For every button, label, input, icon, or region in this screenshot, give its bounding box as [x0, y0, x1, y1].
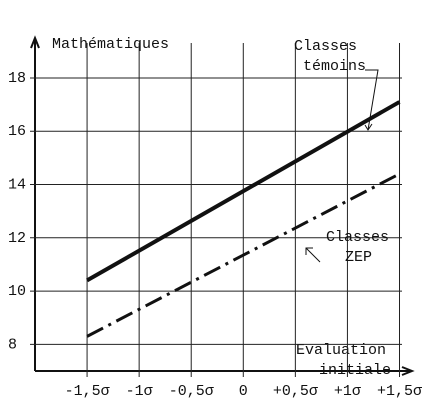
legend-label: Classes témoins [294, 38, 366, 75]
callout [305, 247, 321, 263]
y-tick-label: 18 [8, 70, 26, 87]
y-tick-label: 8 [8, 336, 17, 353]
y-tick-label: 14 [8, 176, 26, 193]
x-tick-label: +1,5σ [377, 383, 422, 400]
line-series [86, 100, 401, 283]
y-tick-label: 12 [8, 230, 26, 247]
y-axis-arrow [30, 35, 40, 49]
callout-head [305, 247, 313, 255]
x-axis-arrow [401, 366, 415, 376]
x-tick-label: -1,5σ [65, 383, 110, 400]
y-axis-label: Mathématiques [52, 36, 169, 53]
x-tick-label: 0 [239, 383, 248, 400]
callout-head [364, 123, 373, 131]
y-tick-label: 10 [8, 283, 26, 300]
x-tick-label: -0,5σ [169, 383, 214, 400]
y-tick-label: 16 [8, 123, 26, 140]
x-tick-label: +0,5σ [273, 383, 318, 400]
legend-label: Classes ZEP [326, 229, 389, 266]
x-axis-label: Evaluation initiale [296, 342, 391, 379]
line-series [86, 172, 401, 338]
x-tick-label: -1σ [126, 383, 153, 400]
callout [365, 69, 379, 131]
x-tick-label: +1σ [334, 383, 361, 400]
